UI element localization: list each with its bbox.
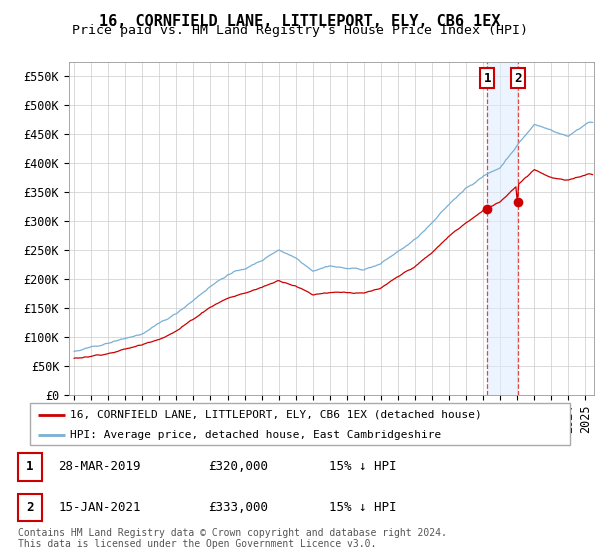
Text: 15% ↓ HPI: 15% ↓ HPI xyxy=(329,460,397,473)
Text: Price paid vs. HM Land Registry's House Price Index (HPI): Price paid vs. HM Land Registry's House … xyxy=(72,24,528,36)
FancyBboxPatch shape xyxy=(18,453,42,480)
Text: £333,000: £333,000 xyxy=(208,501,268,514)
Bar xyxy=(487,62,518,395)
Text: £320,000: £320,000 xyxy=(208,460,268,473)
Text: 2: 2 xyxy=(514,72,522,85)
Text: 1: 1 xyxy=(26,460,34,473)
Text: 28-MAR-2019: 28-MAR-2019 xyxy=(58,460,140,473)
Text: 16, CORNFIELD LANE, LITTLEPORT, ELY, CB6 1EX (detached house): 16, CORNFIELD LANE, LITTLEPORT, ELY, CB6… xyxy=(71,410,482,420)
Text: 16, CORNFIELD LANE, LITTLEPORT, ELY, CB6 1EX: 16, CORNFIELD LANE, LITTLEPORT, ELY, CB6… xyxy=(99,14,501,29)
FancyBboxPatch shape xyxy=(18,494,42,521)
Text: 1: 1 xyxy=(484,72,491,85)
Text: HPI: Average price, detached house, East Cambridgeshire: HPI: Average price, detached house, East… xyxy=(71,430,442,440)
Text: Contains HM Land Registry data © Crown copyright and database right 2024.
This d: Contains HM Land Registry data © Crown c… xyxy=(18,528,447,549)
Text: 15-JAN-2021: 15-JAN-2021 xyxy=(58,501,140,514)
Text: 15% ↓ HPI: 15% ↓ HPI xyxy=(329,501,397,514)
Text: 2: 2 xyxy=(26,501,34,514)
